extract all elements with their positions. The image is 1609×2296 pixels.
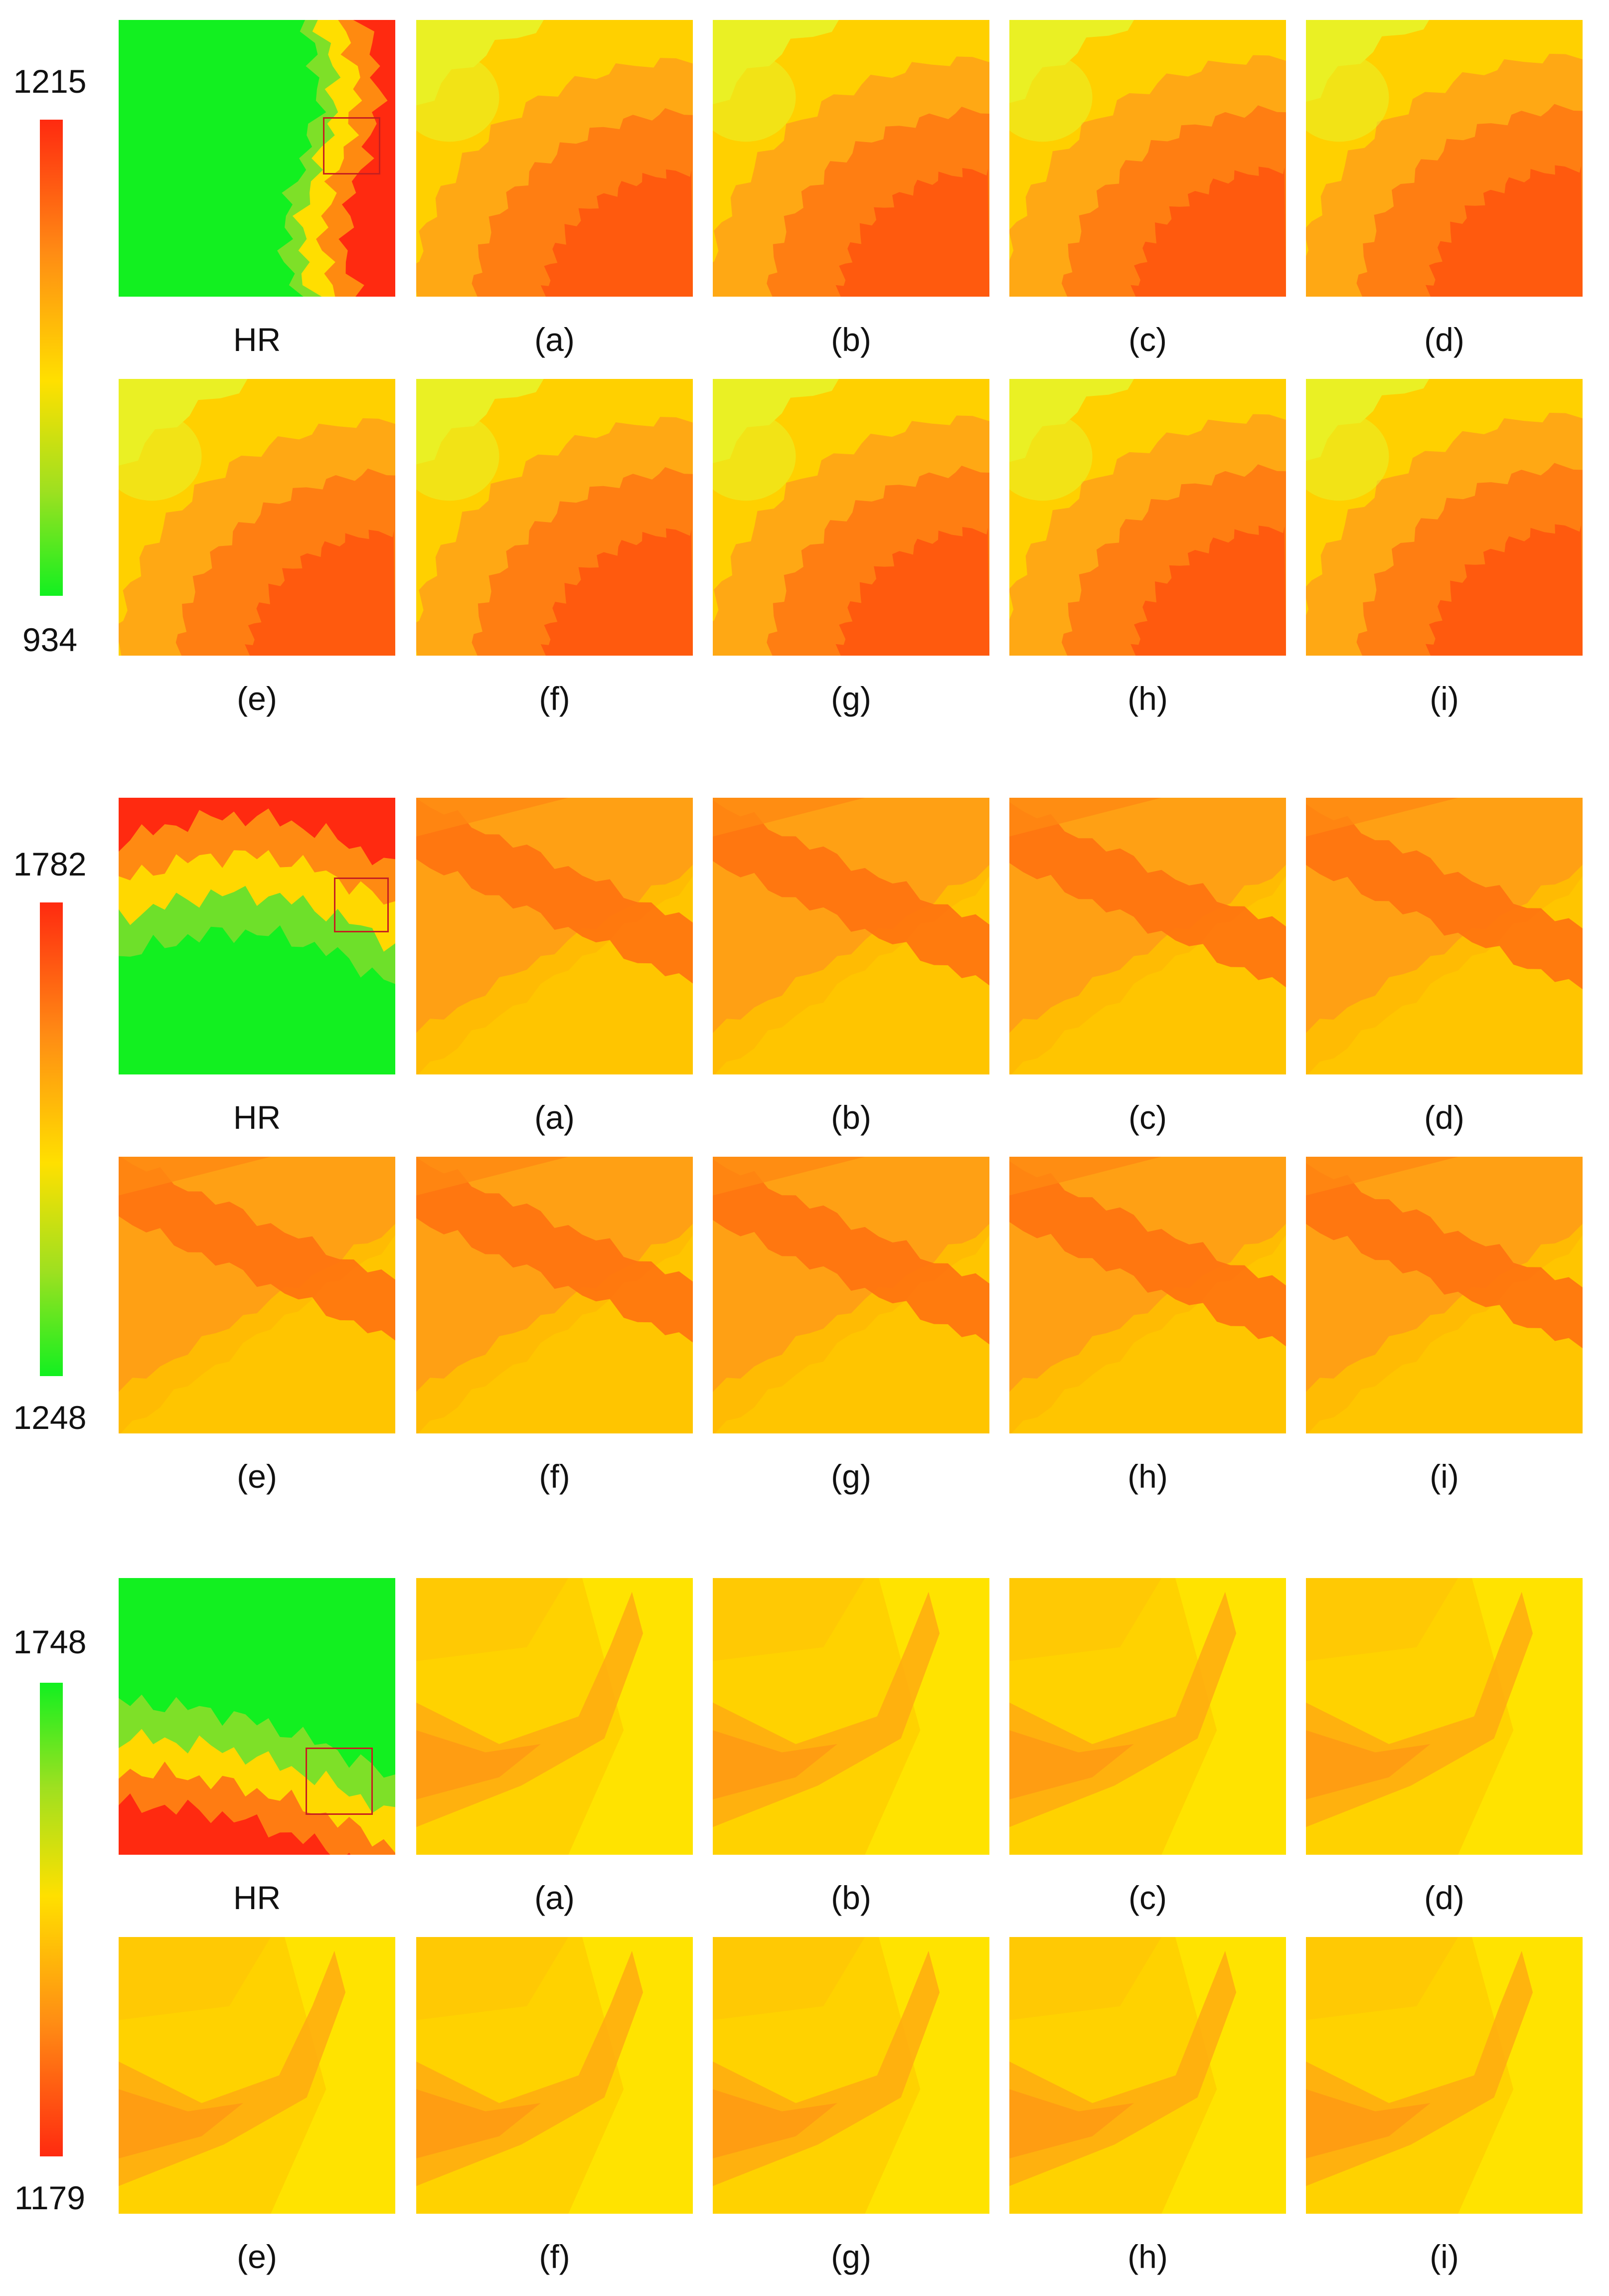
zoom-patch-a bbox=[416, 1578, 693, 1855]
patch-caption: (a) bbox=[534, 321, 575, 358]
patch-caption: (d) bbox=[1424, 1879, 1464, 1916]
zoom-patch-e bbox=[119, 1157, 395, 1433]
patch-caption: (d) bbox=[1424, 1099, 1464, 1136]
patch-caption: (d) bbox=[1424, 321, 1464, 358]
zoom-patch-g bbox=[713, 1937, 989, 2214]
patch-caption: (f) bbox=[539, 1458, 570, 1495]
patch-caption: (c) bbox=[1128, 1879, 1167, 1916]
zoom-region-box bbox=[306, 1748, 373, 1815]
colorbar-max-label: 1748 bbox=[13, 1623, 87, 1660]
colorbar-min-label: 1179 bbox=[14, 2179, 85, 2216]
zoom-patch-b bbox=[713, 798, 989, 1074]
patch-caption: (a) bbox=[534, 1879, 575, 1916]
patch-caption: (b) bbox=[831, 321, 871, 358]
patch-caption: (i) bbox=[1430, 1458, 1459, 1495]
zoom-patch-g bbox=[713, 1157, 989, 1433]
patch-caption: (i) bbox=[1430, 680, 1459, 717]
patch-caption: (g) bbox=[831, 2238, 871, 2275]
patch-caption: (h) bbox=[1127, 680, 1168, 717]
zoom-patch-h bbox=[1009, 1937, 1286, 2214]
zoom-patch-a bbox=[416, 798, 693, 1074]
patch-caption: (h) bbox=[1127, 2238, 1168, 2275]
patch-caption: (a) bbox=[534, 1099, 575, 1136]
patch-caption: (h) bbox=[1127, 1458, 1168, 1495]
zoom-patch-b bbox=[713, 20, 989, 297]
colorbar-max-label: 1782 bbox=[13, 846, 87, 883]
zoom-patch-b bbox=[713, 1578, 989, 1855]
colorbar-min-label: 934 bbox=[22, 621, 78, 658]
zoom-patch-h bbox=[1009, 1157, 1286, 1433]
patch-caption: (c) bbox=[1128, 1099, 1167, 1136]
patch-caption: (f) bbox=[539, 2238, 570, 2275]
zoom-patch-h bbox=[1009, 379, 1286, 656]
patch-caption: (e) bbox=[237, 2238, 277, 2275]
patch-caption: (g) bbox=[831, 1458, 871, 1495]
patch-caption: (b) bbox=[831, 1879, 871, 1916]
patch-caption: (b) bbox=[831, 1099, 871, 1136]
zoom-patch-e bbox=[119, 1937, 395, 2214]
zoom-patch-f bbox=[416, 1937, 693, 2214]
figure-block-3: 1748 1179 HR (a) (b) (c) (d) (e) (f) (g) (h) (i) bbox=[0, 1578, 1609, 2296]
patch-caption: (i) bbox=[1430, 2238, 1459, 2275]
zoom-patch-d bbox=[1306, 20, 1583, 297]
zoom-patch-d bbox=[1306, 1578, 1583, 1855]
figure-block-1: 1215 934 HR (a) (b) (c) (d) (e) (f) (g) (h) (i) bbox=[0, 20, 1609, 738]
zoom-patch-g bbox=[713, 379, 989, 656]
colorbar-min-label: 1248 bbox=[13, 1399, 87, 1436]
zoom-region-box bbox=[334, 878, 389, 932]
hr-caption: HR bbox=[233, 321, 281, 358]
zoom-patch-c bbox=[1009, 798, 1286, 1074]
hr-caption: HR bbox=[233, 1879, 281, 1916]
colorbar-max-label: 1215 bbox=[13, 63, 87, 100]
zoom-patch-f bbox=[416, 379, 693, 656]
zoom-region-box bbox=[323, 117, 380, 175]
patch-caption: (e) bbox=[237, 680, 277, 717]
patch-caption: (f) bbox=[539, 680, 570, 717]
hr-caption: HR bbox=[233, 1099, 281, 1136]
zoom-patch-i bbox=[1306, 1937, 1583, 2214]
zoom-patch-e bbox=[119, 379, 395, 656]
zoom-patch-i bbox=[1306, 379, 1583, 656]
patch-caption: (g) bbox=[831, 680, 871, 717]
zoom-patch-d bbox=[1306, 798, 1583, 1074]
colorbar bbox=[40, 120, 63, 596]
zoom-patch-f bbox=[416, 1157, 693, 1433]
patch-caption: (e) bbox=[237, 1458, 277, 1495]
zoom-patch-c bbox=[1009, 1578, 1286, 1855]
zoom-patch-a bbox=[416, 20, 693, 297]
colorbar bbox=[40, 902, 63, 1376]
hr-map bbox=[119, 20, 395, 297]
figure-block-2: 1782 1248 HR (a) (b) (c) (d) (e) (f) (g) (h) (i) bbox=[0, 798, 1609, 1516]
colorbar bbox=[40, 1683, 63, 2156]
zoom-patch-c bbox=[1009, 20, 1286, 297]
hr-map bbox=[119, 798, 395, 1074]
patch-caption: (c) bbox=[1128, 321, 1167, 358]
zoom-patch-i bbox=[1306, 1157, 1583, 1433]
